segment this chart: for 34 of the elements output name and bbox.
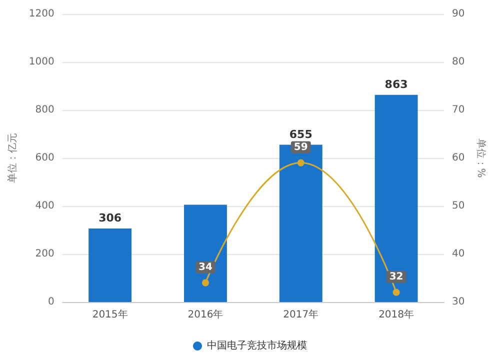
- data-label: 32: [389, 271, 404, 282]
- bar: [279, 144, 322, 302]
- y2-tick-label: 40: [452, 248, 465, 260]
- bar: [184, 204, 227, 302]
- y-tick-label: 600: [35, 152, 54, 164]
- x-tick-label: 2016年: [188, 308, 224, 320]
- x-tick-label: 2018年: [378, 308, 414, 320]
- y2-tick-label: 50: [452, 200, 465, 212]
- y-tick-label: 200: [35, 248, 54, 260]
- point: [297, 159, 304, 166]
- bar: [374, 94, 418, 302]
- data-label: 863: [384, 78, 408, 91]
- y2-tick-label: 90: [452, 8, 465, 20]
- y2-tick-label: 80: [452, 56, 465, 68]
- data-label: 34: [198, 262, 212, 273]
- y2-tick-label: 70: [452, 104, 465, 116]
- data-label: 655: [289, 128, 312, 141]
- y2-tick-label: 30: [452, 296, 465, 308]
- data-label: 59: [294, 142, 308, 153]
- y-tick-label: 0: [48, 296, 54, 308]
- y2-axis-title: 单位：%: [475, 138, 488, 178]
- data-label: 306: [98, 212, 122, 225]
- y-axis-title: 单位：亿元: [6, 133, 18, 183]
- y-tick-label: 1200: [28, 8, 54, 20]
- point: [202, 279, 209, 286]
- y-tick-label: 400: [35, 200, 54, 212]
- legend-label: 中国电子竞技市场规模: [207, 340, 307, 352]
- bar: [88, 228, 132, 302]
- x-tick-label: 2015年: [92, 308, 128, 320]
- x-tick-label: 2017年: [283, 308, 319, 320]
- point: [392, 288, 400, 296]
- y2-tick-label: 60: [452, 152, 465, 164]
- y-tick-label: 800: [35, 104, 54, 116]
- y-tick-label: 1000: [28, 56, 54, 68]
